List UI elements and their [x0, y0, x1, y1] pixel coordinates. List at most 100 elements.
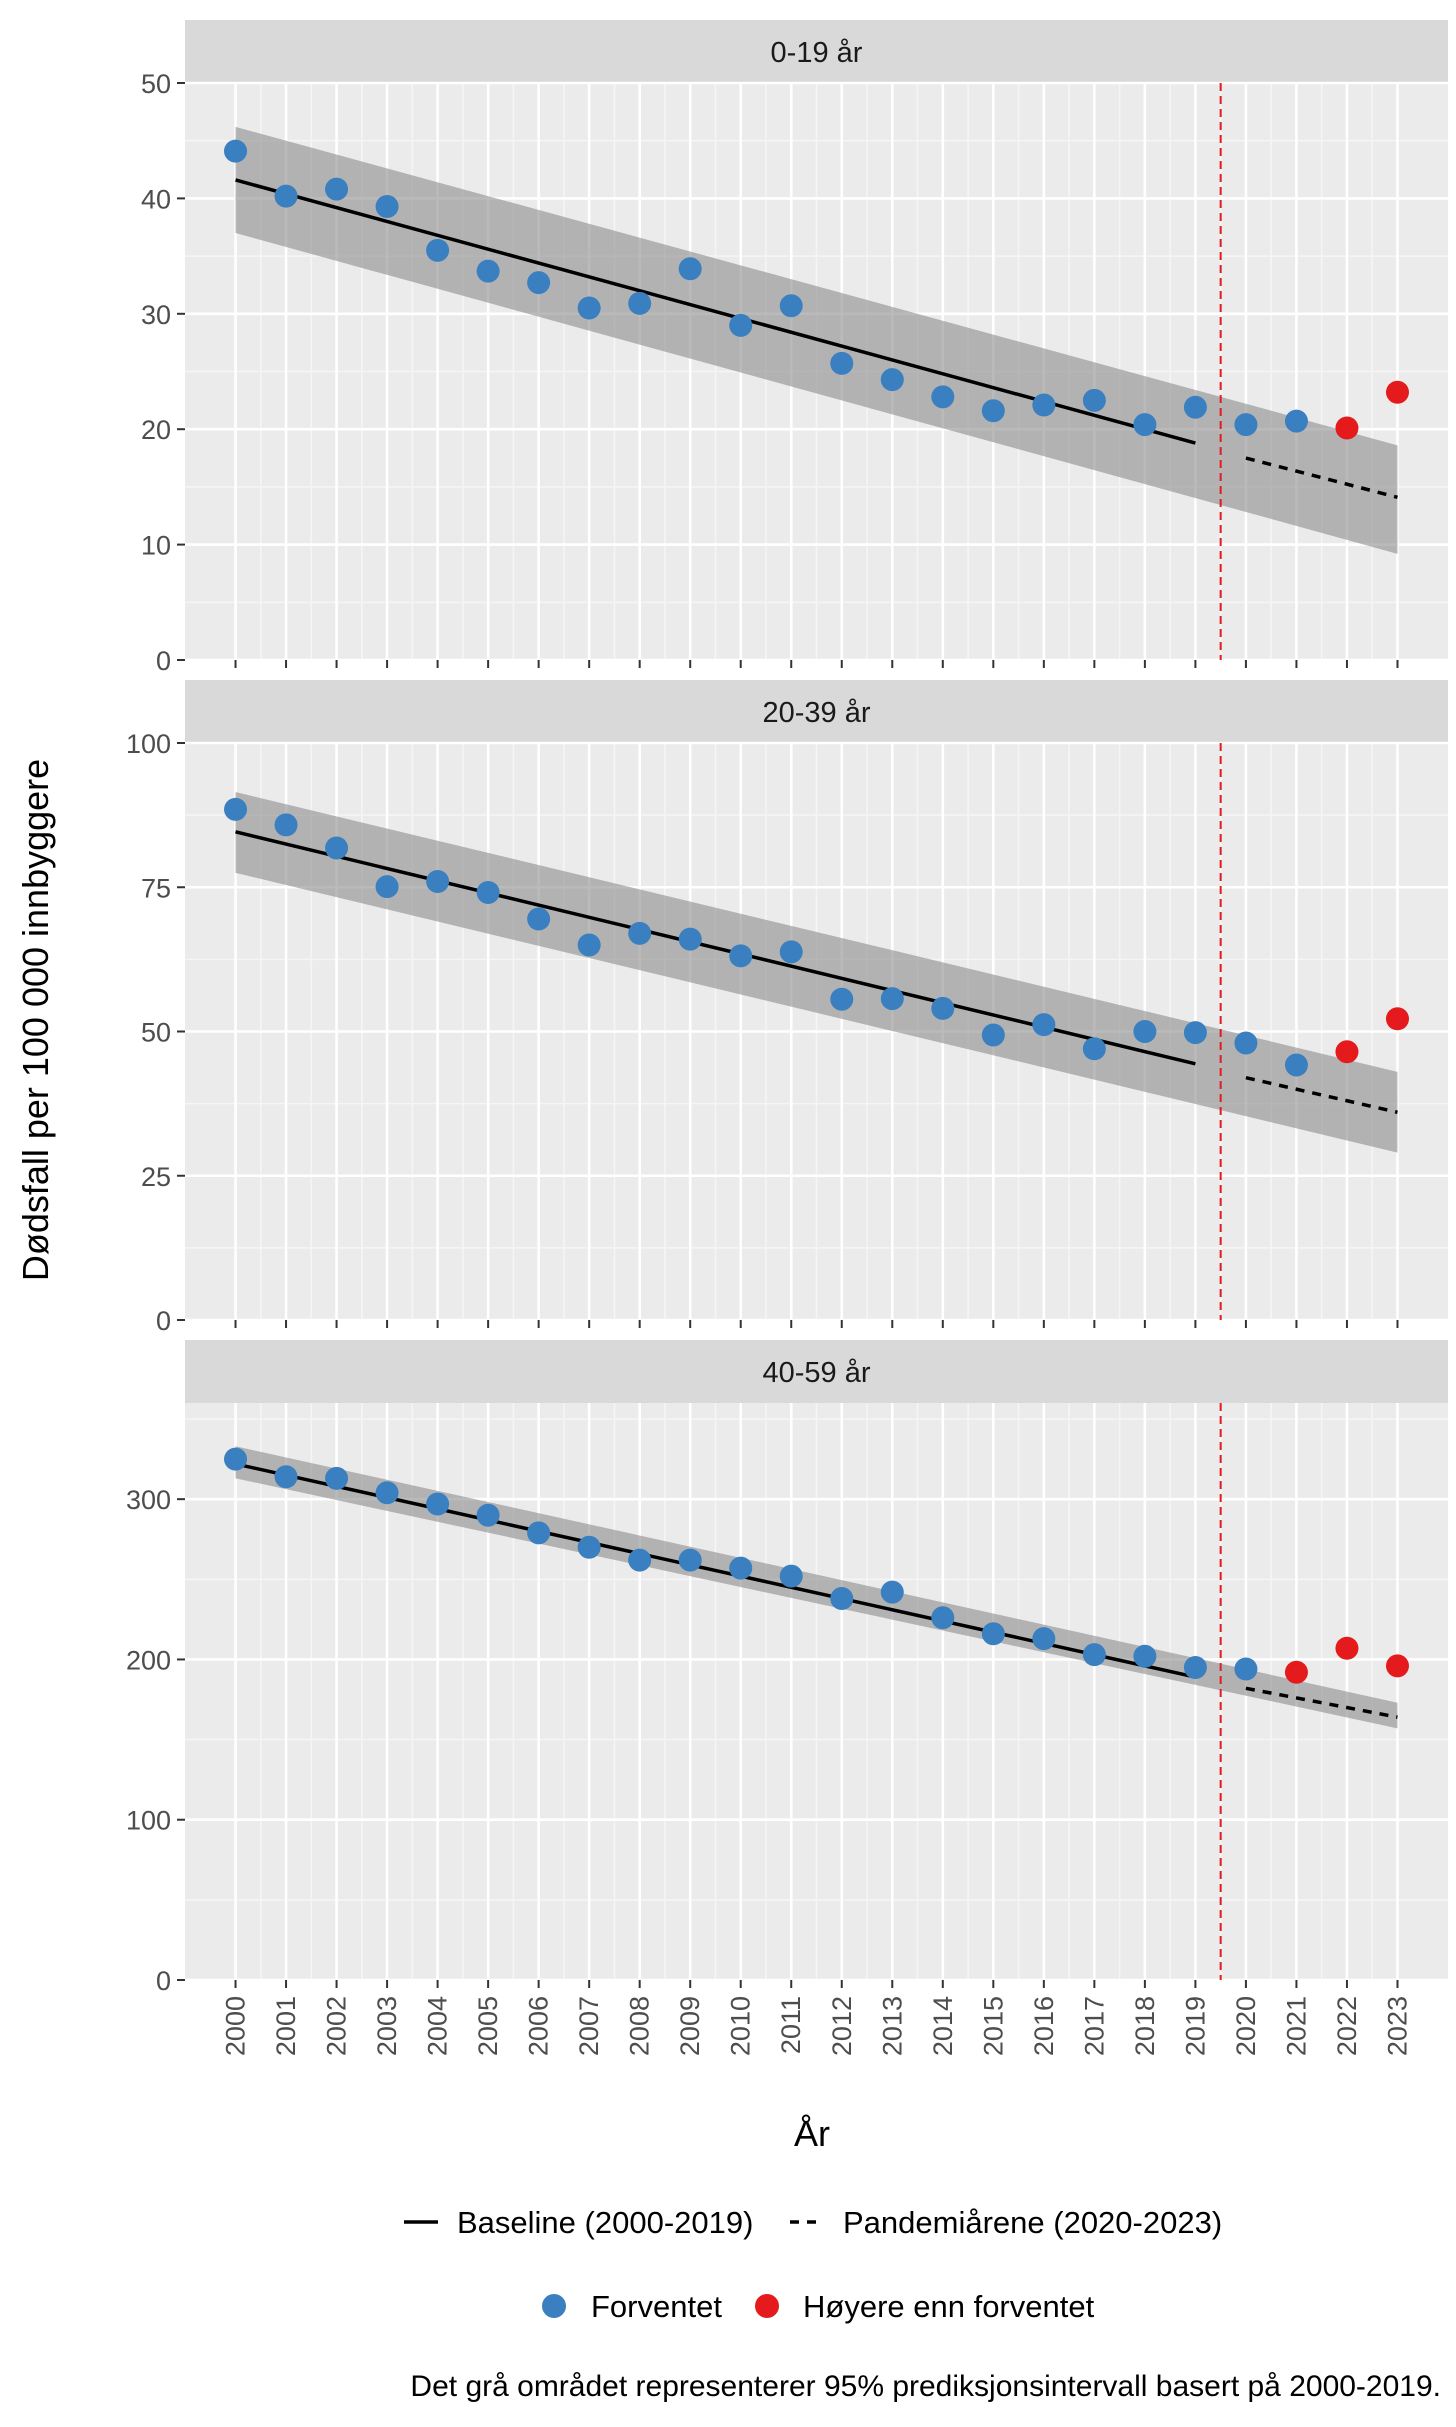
x-tick-label: 2007: [574, 1996, 604, 2056]
data-point-expected: [1284, 1053, 1308, 1077]
facet-strip: [185, 1340, 1448, 1403]
data-point-higher: [1385, 1007, 1409, 1031]
y-tick-label: 30: [141, 300, 171, 330]
data-point-expected: [375, 1481, 399, 1505]
data-point-expected: [274, 184, 298, 208]
legend-expected-label: Forventet: [591, 2289, 722, 2324]
data-point-expected: [1133, 413, 1157, 437]
data-point-expected: [1234, 413, 1258, 437]
y-tick-label: 300: [126, 1485, 171, 1515]
y-tick-label: 200: [126, 1645, 171, 1675]
data-point-expected: [577, 1535, 601, 1559]
y-tick-label: 0: [156, 1966, 171, 1996]
data-point-expected: [375, 875, 399, 899]
data-point-expected: [628, 921, 652, 945]
data-point-expected: [274, 813, 298, 837]
data-point-expected: [426, 869, 450, 893]
y-tick-label: 75: [141, 873, 171, 903]
data-point-expected: [981, 1023, 1005, 1047]
facet-strip: [185, 680, 1448, 743]
x-tick-label: 2020: [1231, 1996, 1261, 2056]
x-axis-title: År: [794, 2113, 830, 2154]
data-point-expected: [325, 1466, 349, 1490]
x-tick-label: 2005: [473, 1996, 503, 2056]
data-point-expected: [830, 351, 854, 375]
x-tick-label: 2013: [877, 1996, 907, 2056]
data-point-expected: [1284, 409, 1308, 433]
data-point-expected: [981, 1622, 1005, 1646]
data-point-expected: [1082, 388, 1106, 412]
facet-panel-0-19-år: 0-19 år 0 10 20 30 40 50: [141, 20, 1448, 676]
x-tick-label: 2008: [625, 1996, 655, 2056]
data-point-expected: [981, 399, 1005, 423]
data-point-expected: [1082, 1037, 1106, 1061]
chart-caption: Det grå området representerer 95% predik…: [410, 2370, 1441, 2403]
data-point-expected: [1183, 395, 1207, 419]
data-point-expected: [1133, 1644, 1157, 1668]
legend-baseline-label: Baseline (2000-2019): [457, 2205, 753, 2240]
y-tick-label: 50: [141, 1018, 171, 1048]
data-point-expected: [1082, 1643, 1106, 1667]
data-point-expected: [880, 987, 904, 1011]
data-point-expected: [426, 238, 450, 262]
y-tick-label: 100: [126, 729, 171, 759]
data-point-expected: [1234, 1031, 1258, 1055]
x-tick-label: 2016: [1029, 1996, 1059, 2056]
legend-higher-key: [755, 2294, 779, 2318]
data-point-expected: [628, 1548, 652, 1572]
data-point-expected: [426, 1492, 450, 1516]
data-point-expected: [678, 1548, 702, 1572]
data-point-expected: [1032, 393, 1056, 417]
data-point-expected: [779, 940, 803, 964]
x-tick-label: 2000: [221, 1996, 251, 2056]
data-point-expected: [274, 1465, 298, 1489]
y-tick-label: 50: [141, 69, 171, 99]
y-tick-label: 100: [126, 1806, 171, 1836]
data-point-expected: [1183, 1021, 1207, 1045]
facet-panel-20-39-år: 20-39 år 0 25 50 75 100: [126, 680, 1448, 1336]
data-point-expected: [577, 296, 601, 320]
data-point-expected: [224, 797, 248, 821]
data-point-expected: [1032, 1627, 1056, 1651]
x-tick-label: 2001: [271, 1996, 301, 2056]
data-point-expected: [325, 836, 349, 860]
x-tick-label: 2002: [322, 1996, 352, 2056]
data-point-expected: [678, 257, 702, 281]
pandemic-trend-line: [1245, 1075, 1398, 1114]
y-tick-label: 40: [141, 184, 171, 214]
data-point-expected: [1032, 1013, 1056, 1037]
data-point-higher: [1385, 380, 1409, 404]
legend-higher-label: Høyere enn forventet: [803, 2289, 1095, 2324]
data-point-higher: [1335, 416, 1359, 440]
facet-panel-40-59-år: 40-59 år 0 100 200 300 2000 2001 2002 2003 2004 20…: [126, 1340, 1448, 2056]
y-tick-label: 25: [141, 1162, 171, 1192]
x-tick-label: 2018: [1130, 1996, 1160, 2056]
data-point-expected: [628, 291, 652, 315]
x-tick-label: 2022: [1332, 1996, 1362, 2056]
legend-pandemic-label: Pandemiårene (2020-2023): [843, 2205, 1222, 2240]
x-tick-label: 2010: [726, 1996, 756, 2056]
data-point-expected: [1183, 1655, 1207, 1679]
data-point-higher: [1335, 1636, 1359, 1660]
data-point-expected: [830, 987, 854, 1011]
data-point-expected: [931, 1606, 955, 1630]
facet-strip-label: 20-39 år: [762, 697, 870, 729]
x-tick-label: 2011: [776, 1996, 806, 2054]
data-point-expected: [779, 294, 803, 318]
data-point-expected: [931, 996, 955, 1020]
x-tick-label: 2023: [1382, 1996, 1412, 2056]
data-point-higher: [1385, 1654, 1409, 1678]
data-point-expected: [729, 313, 753, 337]
x-tick-label: 2021: [1281, 1996, 1311, 2056]
facet-strip-label: 40-59 år: [762, 1357, 870, 1389]
data-point-expected: [729, 1556, 753, 1580]
pandemic-trend-line: [1245, 1686, 1398, 1719]
data-point-expected: [1133, 1020, 1157, 1043]
data-point-expected: [224, 1447, 248, 1471]
data-point-expected: [527, 271, 551, 295]
y-tick-label: 20: [141, 415, 171, 445]
data-point-expected: [476, 259, 500, 283]
data-point-expected: [880, 1580, 904, 1604]
legend-expected-key: [542, 2294, 566, 2318]
